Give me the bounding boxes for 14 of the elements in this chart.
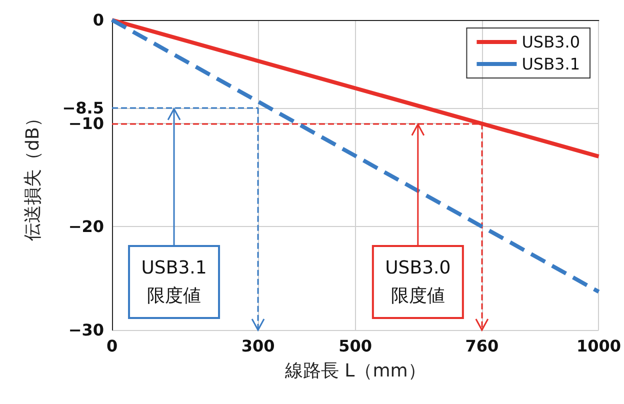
- x-tick-label: 0: [106, 336, 118, 356]
- y-tick-label: −20: [68, 217, 104, 236]
- y-axis-title: 伝送損失（dB）: [22, 109, 44, 241]
- legend-label: USB3.1: [522, 54, 580, 74]
- ref-line-label: USB3.1 限度値: [141, 258, 207, 306]
- x-tick-label: 1000: [576, 336, 621, 356]
- x-tick-label: 300: [241, 336, 275, 356]
- x-tick-label: 760: [465, 336, 499, 356]
- y-tick-label: 0: [92, 10, 104, 30]
- y-tick-label: −30: [68, 320, 104, 340]
- x-axis-title: 線路長 L（mm）: [284, 360, 426, 382]
- legend-label: USB3.0: [522, 32, 580, 52]
- x-tick-label: 500: [338, 336, 372, 356]
- ref-line-label: USB3.0 限度値: [385, 258, 451, 306]
